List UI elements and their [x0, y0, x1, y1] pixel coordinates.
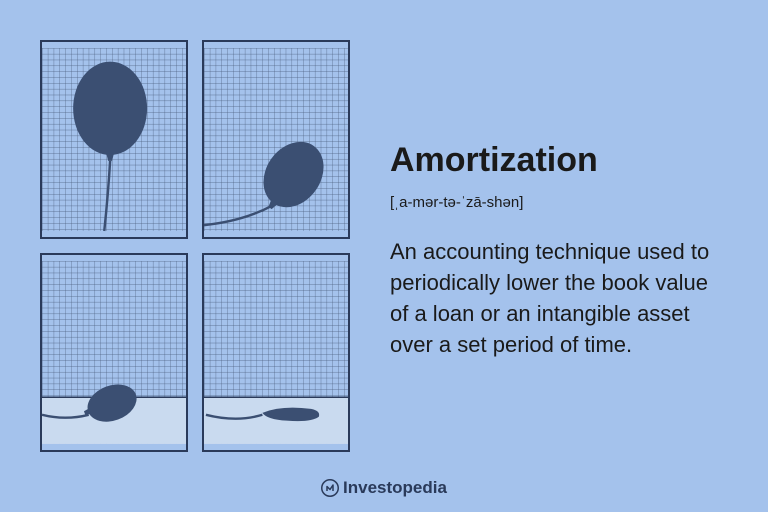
definition-block: Amortization [ˌa-mər-tə-ˈzā-shən] An acc…: [390, 40, 718, 452]
pronunciation: [ˌa-mər-tə-ˈzā-shən]: [390, 194, 718, 211]
brand-label: Investopedia: [343, 478, 447, 498]
panel-2-sagging: [202, 40, 350, 239]
panel-1-full: [40, 40, 188, 239]
panel-3-floor: [40, 253, 188, 452]
brand-footer: Investopedia: [0, 478, 768, 498]
definition-text: An accounting technique used to periodic…: [390, 237, 718, 360]
panel-4-flat: [202, 253, 350, 452]
balloon-panels: [40, 40, 350, 452]
term-title: Amortization: [390, 141, 718, 180]
brand-icon: [321, 479, 339, 497]
